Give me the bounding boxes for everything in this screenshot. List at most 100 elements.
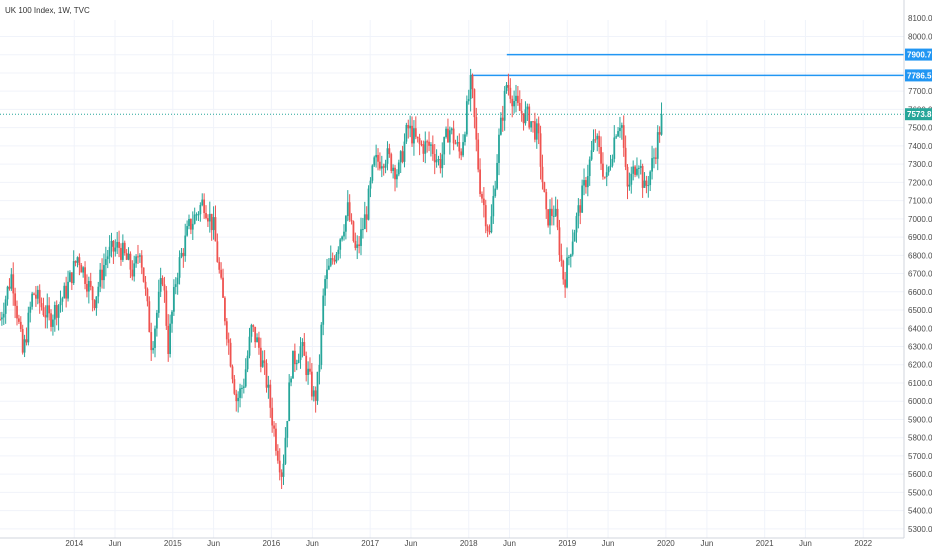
candle-body (106, 256, 109, 260)
candle-body (97, 286, 100, 297)
candle-body (120, 247, 122, 260)
candle-body (182, 252, 185, 257)
candle-body (384, 163, 387, 168)
candle-body (433, 153, 436, 163)
candle-body (38, 289, 41, 304)
y-tick-label: 7000.0 (908, 215, 932, 224)
candle-body (280, 472, 283, 477)
y-tick-label: 6300.0 (908, 343, 932, 352)
candle-body (639, 166, 642, 168)
candle-body (46, 305, 49, 318)
last-price-badge (905, 108, 932, 121)
candle-body (477, 139, 480, 170)
candle-body (554, 208, 557, 216)
candle-body (588, 159, 591, 177)
candle-body (513, 101, 516, 107)
candle-body (594, 139, 597, 141)
candle-body (445, 128, 447, 137)
candle-body (467, 99, 470, 102)
candle-body (2, 313, 5, 318)
candle-body (95, 296, 98, 309)
candle-body (0, 317, 3, 320)
candle-body (171, 311, 173, 324)
candle-body (603, 176, 606, 178)
candle-body (237, 397, 240, 402)
x-tick-label: Jun (207, 539, 220, 548)
candle-body (416, 136, 419, 139)
candle-body (48, 305, 51, 314)
y-tick-label: 5300.0 (908, 525, 932, 534)
candle-body (377, 154, 379, 162)
candle-body (439, 159, 442, 169)
candle-body (0, 319, 1, 321)
time-axis[interactable]: 2014 Jun 2015 Jun 2016 Jun 2017 Jun 2018 Jun 2019 J… (0, 537, 904, 548)
candle-body (511, 98, 514, 107)
candle-body (539, 133, 542, 167)
candle-body (456, 142, 459, 144)
candle-body (522, 113, 525, 124)
candle-body (176, 277, 179, 285)
header-bg (0, 0, 932, 20)
candle-body (622, 125, 625, 148)
candle-body (31, 293, 34, 307)
candle-body (220, 269, 223, 278)
candle-body (407, 124, 410, 129)
candle-body (14, 293, 17, 306)
x-tick-label: Jun (799, 539, 812, 548)
x-tick-label: Jun (109, 539, 122, 548)
candle-body (180, 252, 183, 258)
y-tick-label: 6500.0 (908, 306, 932, 315)
last-price-badge-label: 7573.8 (907, 110, 932, 119)
candle-body (583, 180, 585, 186)
candle-body (82, 267, 85, 273)
candle-body (301, 342, 304, 347)
candle-body (615, 136, 618, 138)
candle-body (165, 290, 168, 326)
candle-body (6, 286, 9, 300)
level-badge (905, 69, 932, 82)
candle-body (250, 325, 253, 337)
candle-body (326, 269, 328, 280)
candle-body (4, 299, 7, 314)
candle-body (84, 267, 86, 284)
candle-body (431, 144, 434, 154)
candle-body (556, 208, 559, 228)
candle-body (138, 255, 141, 257)
candle-body (254, 326, 257, 343)
y-tick-label: 5700.0 (908, 452, 932, 461)
candle-body (428, 141, 430, 146)
candle-body (496, 162, 498, 189)
candle-body (390, 154, 393, 171)
candle-body (585, 180, 587, 188)
candle-body (312, 390, 315, 397)
candle-body (133, 263, 136, 277)
candle-body (656, 132, 659, 159)
candle-body (16, 305, 18, 319)
candle-body (566, 257, 568, 288)
candle-body (195, 214, 198, 216)
candle-body (569, 254, 572, 257)
candle-body (537, 123, 540, 134)
candle-body (448, 130, 451, 143)
candle-body (67, 281, 69, 299)
candle-body (152, 347, 154, 351)
candle-body (379, 161, 381, 169)
candle-body (361, 229, 364, 231)
x-tick-label: 2021 (756, 539, 774, 548)
x-tick-label: 2020 (657, 539, 675, 548)
candle-body (481, 193, 483, 199)
x-tick-label: 2017 (361, 539, 379, 548)
candle-body (475, 117, 478, 140)
candle-body (620, 125, 623, 128)
candle-body (586, 176, 589, 188)
candle-body (333, 259, 336, 262)
candle-body (35, 294, 37, 299)
candle-body (239, 388, 241, 398)
price-axis[interactable]: 8100.08000.07900.07800.07700.07600.07500… (903, 0, 932, 538)
candle-body (265, 363, 268, 388)
candle-body (101, 269, 103, 281)
level-badge-label: 7786.5 (907, 71, 932, 80)
candle-body (305, 355, 308, 375)
candle-body (465, 101, 468, 135)
